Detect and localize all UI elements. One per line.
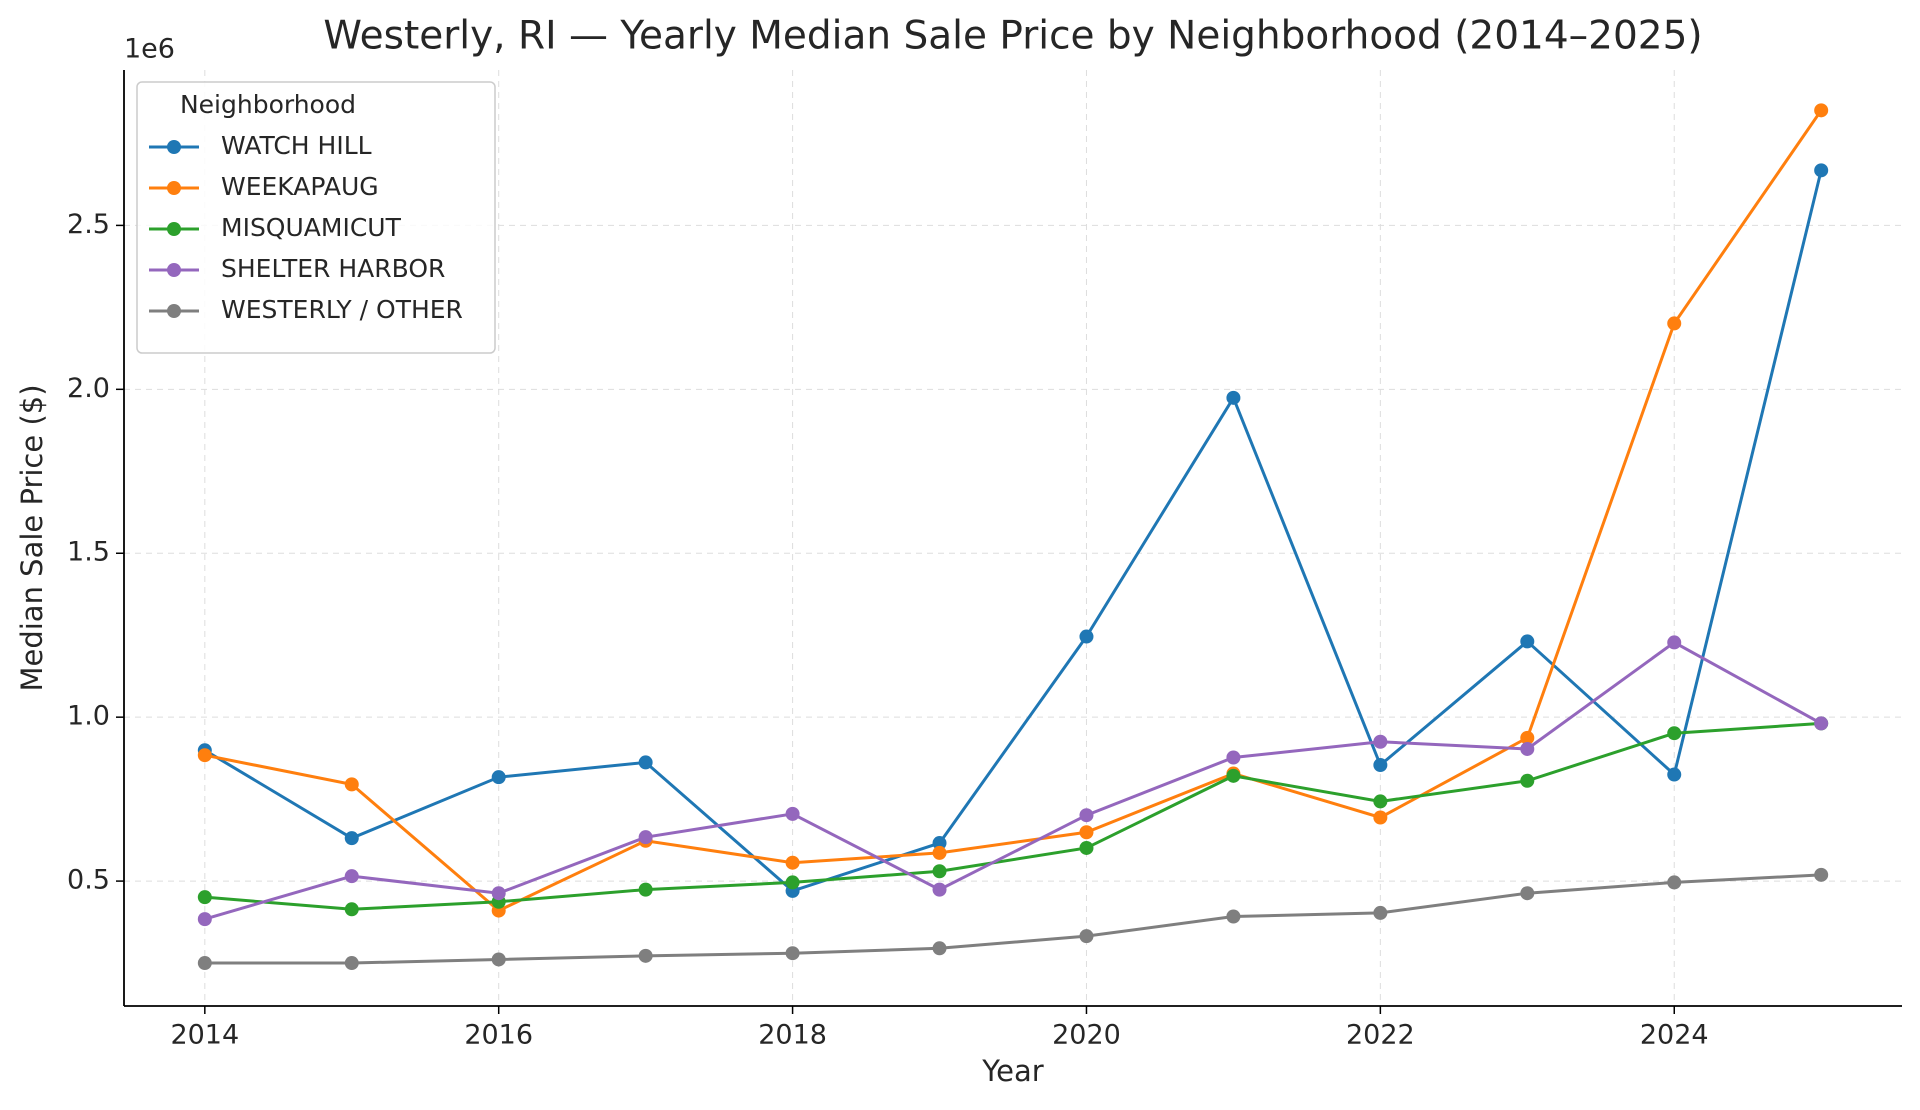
point [197,890,212,905]
point [1520,773,1535,788]
point [1667,726,1682,741]
legend-marker [167,222,181,236]
y-tick-label: 1.0 [67,701,110,732]
x-tick-label: 2022 [1346,1020,1415,1051]
point [197,912,212,927]
legend-label: SHELTER HARBOR [221,254,445,283]
point [932,836,947,851]
point [344,777,359,792]
x-tick-label: 2018 [758,1020,827,1051]
point [1373,905,1388,920]
x-tick-label: 2020 [1052,1020,1121,1051]
point [344,869,359,884]
point [1667,767,1682,782]
point [1373,758,1388,773]
point [491,952,506,967]
y-tick-label: 0.5 [67,865,110,896]
y-offset-label: 1e6 [124,34,175,65]
legend: Neighborhood WATCH HILL WEEKAPAUG MISQUAMIC… [136,81,496,354]
point [1226,909,1241,924]
point [932,845,947,860]
legend-marker [167,304,181,318]
legend-marker [167,263,181,277]
point [638,830,653,845]
point [785,875,800,890]
x-tick-label: 2016 [464,1020,533,1051]
y-axis-label: Median Sale Price ($) [15,384,49,691]
series-line [204,640,1822,921]
legend-label: WESTERLY / OTHER [221,295,463,324]
grid [124,70,1902,1006]
point [344,831,359,846]
x-tick-label: 2024 [1640,1020,1709,1051]
point [1226,750,1241,765]
point [785,806,800,821]
point [1079,629,1094,644]
y-tick-label: 1.5 [67,537,110,568]
point [1520,634,1535,649]
point [1667,875,1682,890]
point [1814,867,1829,882]
point [785,855,800,870]
point [1079,825,1094,840]
point [1373,810,1388,825]
point [1373,794,1388,809]
legend-label: WEEKAPAUG [221,172,379,201]
point [1814,103,1829,118]
series-line [204,721,1822,911]
point [1667,635,1682,650]
point [344,902,359,917]
x-axis-label: Year [981,1054,1043,1088]
y-tick-label: 2.0 [67,373,110,404]
point [1520,886,1535,901]
point [491,886,506,901]
point [638,755,653,770]
point [932,864,947,879]
point [197,956,212,971]
point [932,882,947,897]
legend-marker [167,181,181,195]
point [197,748,212,763]
point [932,941,947,956]
point [344,956,359,971]
point [1226,390,1241,405]
y-tick-label: 2.5 [67,209,110,240]
point [1520,741,1535,756]
series-line [204,169,1823,893]
series-line [204,873,1822,965]
point [638,948,653,963]
chart-title: Westerly, RI — Yearly Median Sale Price … [323,14,1702,59]
point [1079,808,1094,823]
legend-label: WATCH HILL [221,131,372,160]
legend-label: MISQUAMICUT [221,213,402,242]
x-tick-label: 2014 [170,1020,239,1051]
point [1814,163,1829,178]
legend-title: Neighborhood [180,90,356,119]
point [1373,734,1388,749]
point [491,770,506,785]
point [638,882,653,897]
legend-marker [167,140,181,154]
point [1079,840,1094,855]
point [1814,716,1829,731]
point [1520,730,1535,745]
point [785,946,800,961]
point [1079,929,1094,944]
point [1667,316,1682,331]
point [1226,768,1241,783]
legend-box [136,81,496,354]
